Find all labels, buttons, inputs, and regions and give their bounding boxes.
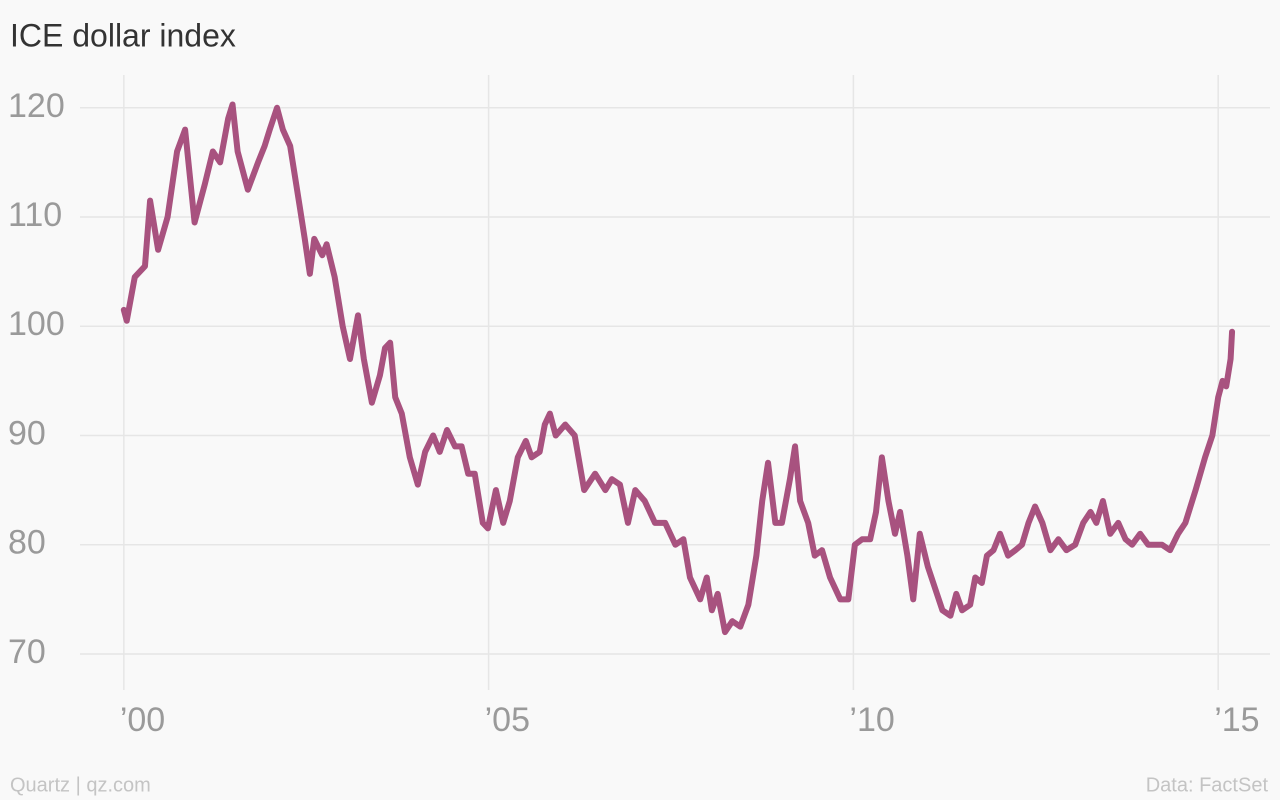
y-tick-label: 110	[8, 196, 62, 234]
data-line	[120, 101, 1236, 636]
chart-title: ICE dollar index	[10, 17, 236, 53]
x-tick-label: ’05	[485, 701, 530, 739]
x-tick-label: ’15	[1214, 701, 1259, 739]
y-tick-label: 80	[8, 524, 46, 562]
y-tick-label: 90	[8, 414, 46, 452]
y-tick-label: 100	[8, 305, 65, 343]
x-tick-label: ’00	[120, 701, 165, 739]
y-tick-label: 120	[8, 87, 65, 125]
x-tick-label: ’10	[849, 701, 894, 739]
credit: Quartz | qz.com	[10, 774, 151, 796]
source: Data: FactSet	[1146, 774, 1269, 796]
y-tick-label: 70	[8, 633, 46, 671]
